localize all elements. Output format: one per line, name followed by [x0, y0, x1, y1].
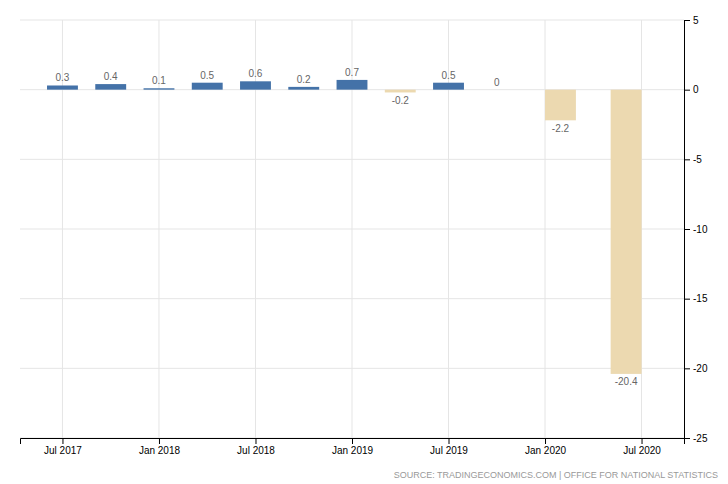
data-label: 0.5 — [442, 70, 456, 81]
tick: 5 — [684, 15, 699, 26]
tick-label: Jul 2019 — [430, 445, 468, 456]
tick-label: -15 — [693, 293, 708, 304]
data-label: 0.2 — [297, 74, 311, 85]
tick-mark — [159, 438, 160, 444]
tick: Jan 2018 — [139, 438, 181, 456]
y-axis: 5 0 -5 -10 -15 -20 -25 — [684, 15, 708, 444]
tick-mark — [62, 438, 63, 444]
data-label: 0.7 — [345, 67, 359, 78]
tick-label: Jan 2019 — [332, 445, 374, 456]
bar — [611, 90, 642, 374]
bar — [240, 81, 271, 89]
tick: Jan 2019 — [332, 438, 374, 456]
tick: -25 — [684, 433, 708, 444]
tick-mark — [642, 438, 643, 444]
data-label: 0.6 — [249, 68, 263, 79]
tick-mark — [684, 438, 690, 439]
tick-mark — [449, 438, 450, 444]
tick-label: 5 — [693, 15, 699, 26]
data-label: 0.5 — [200, 70, 214, 81]
tick: Jul 2020 — [623, 438, 661, 456]
tick: Jul 2018 — [237, 438, 275, 456]
data-labels: 0.3 0.4 0.1 0.5 0.6 0.2 0.7 -0.2 0.5 0 -2.2 -20.4 — [56, 67, 638, 387]
bar — [288, 87, 319, 90]
tick-label: -10 — [693, 224, 708, 235]
tick-label: 0 — [693, 84, 699, 95]
tick: Jul 2017 — [44, 438, 82, 456]
tick-mark — [545, 438, 546, 444]
annotation: SOURCE: TRADINGECONOMICS.COM | OFFICE FO… — [394, 470, 718, 480]
bar — [95, 84, 126, 90]
tick: -15 — [684, 293, 708, 304]
chart: 0.3 0.4 0.1 0.5 0.6 0.2 0.7 -0.2 0.5 0 -2.2 -20.4 Ju… — [0, 0, 728, 484]
axis-line — [685, 21, 691, 439]
tick-label: -20 — [693, 363, 708, 374]
tick-mark — [684, 368, 690, 369]
tick: -20 — [684, 363, 708, 374]
tick: Jan 2020 — [525, 438, 567, 456]
tick-mark — [684, 159, 690, 160]
bar — [192, 83, 223, 90]
tick: -10 — [684, 224, 708, 235]
tick: 0 — [684, 84, 699, 95]
data-label: 0.1 — [152, 75, 166, 86]
data-label: -2.2 — [552, 123, 570, 134]
tick: -5 — [684, 154, 702, 165]
x-axis: Jul 2017 Jan 2018 Jul 2018 Jan 2019 Jul 2019… — [21, 438, 685, 456]
tick-label: Jul 2018 — [237, 445, 275, 456]
bar — [545, 90, 576, 121]
bar — [481, 89, 512, 90]
tick-label: -25 — [693, 433, 708, 444]
data-label: -0.2 — [392, 95, 410, 106]
data-label: -20.4 — [615, 376, 638, 387]
tick-label: Jan 2018 — [139, 445, 181, 456]
bar — [433, 83, 464, 90]
tick-mark — [255, 438, 256, 444]
plot-area — [47, 80, 642, 374]
tick-mark — [684, 229, 690, 230]
tick: Jul 2019 — [430, 438, 468, 456]
tick-label: -5 — [693, 154, 702, 165]
data-label: 0.3 — [56, 72, 70, 83]
axis-line — [21, 439, 685, 445]
bar — [385, 90, 416, 93]
tick-mark — [684, 299, 690, 300]
tick-mark — [684, 90, 690, 91]
bar — [47, 85, 78, 89]
grid-line — [545, 20, 546, 438]
data-label: 0.4 — [104, 71, 118, 82]
tick-mark — [352, 438, 353, 444]
tick-label: Jul 2020 — [623, 445, 661, 456]
tick-mark — [684, 20, 690, 21]
data-label: 0 — [494, 77, 500, 88]
tick-label: Jul 2017 — [44, 445, 82, 456]
grid — [20, 20, 684, 438]
bar — [144, 88, 175, 89]
bar — [337, 80, 368, 90]
tick-label: Jan 2020 — [525, 445, 567, 456]
